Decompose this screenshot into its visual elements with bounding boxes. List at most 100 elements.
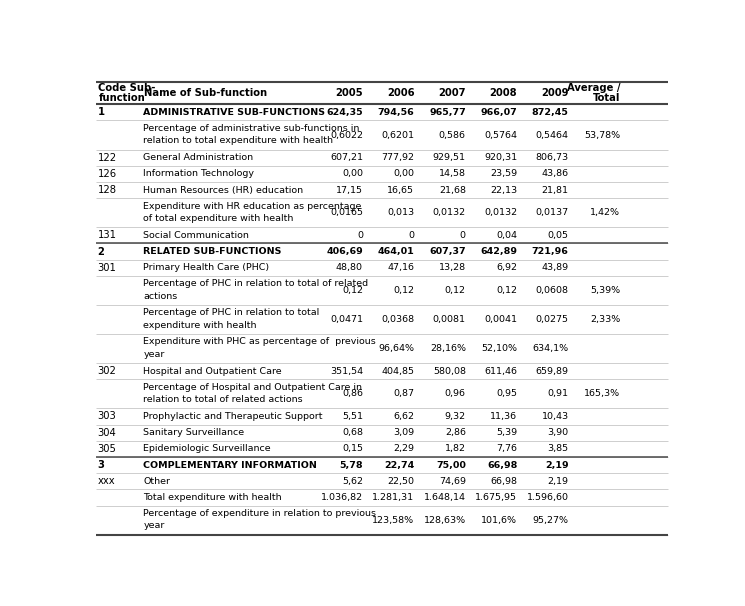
Text: 406,69: 406,69 [326, 247, 363, 256]
Text: 0,12: 0,12 [445, 286, 466, 295]
Text: 0,013: 0,013 [387, 208, 414, 217]
Text: Human Resources (HR) education: Human Resources (HR) education [144, 185, 304, 195]
Text: 7,76: 7,76 [496, 444, 517, 453]
Text: 21,68: 21,68 [439, 185, 466, 195]
Text: relation to total expenditure with health: relation to total expenditure with healt… [144, 136, 334, 145]
Text: 1.675,95: 1.675,95 [475, 493, 517, 502]
Text: 304: 304 [98, 428, 116, 438]
Text: 122: 122 [98, 153, 117, 162]
Text: 624,35: 624,35 [326, 108, 363, 117]
Text: 0,0132: 0,0132 [433, 208, 466, 217]
Text: 5,78: 5,78 [339, 461, 363, 470]
Text: Social Communication: Social Communication [144, 231, 250, 240]
Text: 929,51: 929,51 [433, 153, 466, 162]
Text: 0,0132: 0,0132 [484, 208, 517, 217]
Text: 0: 0 [460, 231, 466, 240]
Text: 2009: 2009 [541, 88, 568, 98]
Text: 0,0165: 0,0165 [330, 208, 363, 217]
Text: 794,56: 794,56 [378, 108, 414, 117]
Text: Primary Health Care (PHC): Primary Health Care (PHC) [144, 263, 270, 272]
Text: 0,12: 0,12 [496, 286, 517, 295]
Text: 2,33%: 2,33% [590, 315, 620, 324]
Text: 96,64%: 96,64% [378, 344, 414, 353]
Text: 920,31: 920,31 [484, 153, 517, 162]
Text: 965,77: 965,77 [429, 108, 466, 117]
Text: ADMINISTRATIVE SUB-FUNCTIONS: ADMINISTRATIVE SUB-FUNCTIONS [144, 108, 326, 117]
Text: 126: 126 [98, 169, 117, 179]
Text: 1,82: 1,82 [445, 444, 466, 453]
Text: 22,74: 22,74 [384, 461, 414, 470]
Text: 3,09: 3,09 [393, 428, 414, 437]
Text: Other: Other [144, 477, 171, 486]
Text: 123,58%: 123,58% [372, 516, 414, 525]
Text: 2,29: 2,29 [393, 444, 414, 453]
Text: 0,15: 0,15 [342, 444, 363, 453]
Text: 0,5764: 0,5764 [484, 130, 517, 139]
Text: 0,0368: 0,0368 [381, 315, 414, 324]
Text: of total expenditure with health: of total expenditure with health [144, 214, 294, 223]
Text: 0,05: 0,05 [548, 231, 568, 240]
Text: 48,80: 48,80 [336, 263, 363, 272]
Text: 1,42%: 1,42% [590, 208, 620, 217]
Text: 0,95: 0,95 [496, 389, 517, 398]
Text: 13,28: 13,28 [439, 263, 466, 272]
Text: 128,63%: 128,63% [424, 516, 466, 525]
Text: Percentage of PHC in relation to total of related: Percentage of PHC in relation to total o… [144, 279, 369, 288]
Text: 5,39%: 5,39% [590, 286, 620, 295]
Text: Code Sub-: Code Sub- [98, 83, 156, 93]
Text: 607,21: 607,21 [330, 153, 363, 162]
Text: Percentage of administrative sub-functions in: Percentage of administrative sub-functio… [144, 124, 360, 133]
Text: Expenditure with HR education as percentage: Expenditure with HR education as percent… [144, 202, 362, 210]
Text: 0,0137: 0,0137 [536, 208, 568, 217]
Text: 0,6022: 0,6022 [330, 130, 363, 139]
Text: 580,08: 580,08 [433, 367, 466, 376]
Text: Prophylactic and Therapeutic Support: Prophylactic and Therapeutic Support [144, 412, 323, 421]
Text: 2005: 2005 [335, 88, 363, 98]
Text: 1: 1 [98, 107, 105, 118]
Text: 14,58: 14,58 [439, 169, 466, 178]
Text: 131: 131 [98, 230, 117, 241]
Text: 43,89: 43,89 [542, 263, 568, 272]
Text: 1.281,31: 1.281,31 [372, 493, 414, 502]
Text: 101,6%: 101,6% [481, 516, 517, 525]
Text: 17,15: 17,15 [336, 185, 363, 195]
Text: 0,0608: 0,0608 [536, 286, 568, 295]
Text: 659,89: 659,89 [536, 367, 568, 376]
Text: 0,0275: 0,0275 [536, 315, 568, 324]
Text: Name of Sub-function: Name of Sub-function [144, 88, 267, 98]
Text: 21,81: 21,81 [542, 185, 568, 195]
Text: 3,85: 3,85 [548, 444, 568, 453]
Text: 642,89: 642,89 [481, 247, 517, 256]
Text: 3,90: 3,90 [548, 428, 568, 437]
Text: 5,39: 5,39 [496, 428, 517, 437]
Text: 52,10%: 52,10% [481, 344, 517, 353]
Text: Average /: Average / [567, 83, 620, 93]
Text: 0,87: 0,87 [393, 389, 414, 398]
Text: Total: Total [593, 93, 620, 103]
Text: 1.596,60: 1.596,60 [527, 493, 568, 502]
Text: 0,0081: 0,0081 [433, 315, 466, 324]
Text: Percentage of PHC in relation to total: Percentage of PHC in relation to total [144, 308, 320, 318]
Text: 305: 305 [98, 444, 117, 454]
Text: Epidemiologic Surveillance: Epidemiologic Surveillance [144, 444, 271, 453]
Text: 301: 301 [98, 263, 117, 273]
Text: 5,62: 5,62 [342, 477, 363, 486]
Text: 2008: 2008 [489, 88, 517, 98]
Text: General Administration: General Administration [144, 153, 253, 162]
Text: 22,13: 22,13 [490, 185, 517, 195]
Text: 872,45: 872,45 [532, 108, 568, 117]
Text: Expenditure with PHC as percentage of  previous: Expenditure with PHC as percentage of pr… [144, 338, 376, 346]
Text: 0,12: 0,12 [393, 286, 414, 295]
Text: xxx: xxx [98, 476, 115, 486]
Text: 1.036,82: 1.036,82 [321, 493, 363, 502]
Text: expenditure with health: expenditure with health [144, 321, 257, 330]
Text: 0: 0 [408, 231, 414, 240]
Text: 0,68: 0,68 [342, 428, 363, 437]
Text: 6,62: 6,62 [393, 412, 414, 421]
Text: 74,69: 74,69 [439, 477, 466, 486]
Text: 721,96: 721,96 [532, 247, 568, 256]
Text: 464,01: 464,01 [378, 247, 414, 256]
Text: 95,27%: 95,27% [533, 516, 568, 525]
Text: 1.648,14: 1.648,14 [424, 493, 466, 502]
Text: 2: 2 [98, 247, 104, 256]
